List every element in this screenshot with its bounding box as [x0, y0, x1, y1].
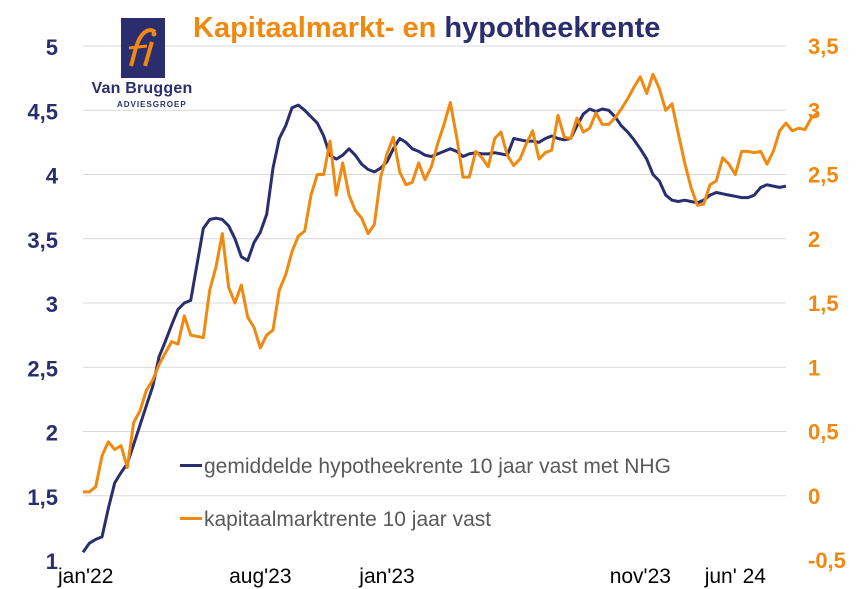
right-tick-label: -0,5 — [808, 548, 846, 573]
left-tick-label: 4 — [46, 164, 59, 189]
left-tick-label: 3 — [46, 292, 58, 317]
right-tick-label: 3,5 — [808, 34, 839, 59]
grid-lines — [83, 45, 786, 497]
series-lines — [81, 72, 819, 554]
van-bruggen-logo: Van Bruggen ADVIESGROEP — [83, 18, 201, 110]
left-tick-label: 5 — [46, 35, 58, 60]
legend-item-capital: kapitaalmarktrente 10 jaar vast — [180, 508, 491, 532]
legend-label-capital: kapitaalmarktrente 10 jaar vast — [204, 508, 492, 531]
logo-name: Van Bruggen — [91, 80, 193, 97]
x-tick-label: aug'23 — [229, 565, 291, 588]
x-tick-label: jan'22 — [57, 565, 113, 588]
right-tick-label: 2,5 — [808, 163, 839, 188]
x-tick-label: jun' 24 — [704, 565, 767, 588]
logo-emblem-icon — [121, 18, 165, 78]
left-tick-label: 1,5 — [27, 485, 58, 510]
left-tick-label: 2 — [46, 421, 58, 446]
legend-label-mortgage: gemiddelde hypotheekrente 10 jaar vast m… — [204, 455, 671, 478]
right-tick-label: 1 — [808, 355, 820, 380]
right-tick-label: 2 — [808, 227, 820, 252]
legend-item-mortgage: gemiddelde hypotheekrente 10 jaar vast m… — [180, 455, 671, 479]
x-tick-label: nov'23 — [610, 565, 671, 588]
right-tick-label: 0,5 — [808, 420, 839, 445]
right-tick-label: 0 — [808, 484, 820, 509]
chart-title: Kapitaalmarkt- en hypotheekrente — [193, 12, 660, 45]
legend-swatch-capital — [180, 516, 202, 520]
series-line-capital — [83, 72, 819, 494]
legend-swatch-mortgage — [180, 463, 202, 467]
title-part-mortgage: hypotheekrente — [444, 12, 661, 44]
title-part-capital: Kapitaalmarkt- en — [193, 12, 437, 44]
x-tick-label: jan'23 — [358, 565, 414, 588]
right-tick-label: 1,5 — [808, 291, 839, 316]
x-axis-ticks: jan'22 aug'23 jan'23 nov'23 jun' 24 — [57, 565, 766, 588]
left-axis-ticks: 1 1,5 2 2,5 3 3,5 4 4,5 5 — [27, 35, 58, 574]
right-axis-ticks: -0,500,511,522,533,5 — [808, 34, 846, 573]
logo-subtitle: ADVIESGROEP — [117, 100, 187, 109]
left-tick-label: 4,5 — [27, 99, 58, 124]
left-tick-label: 1 — [46, 549, 58, 574]
left-tick-label: 3,5 — [27, 228, 58, 253]
left-tick-label: 2,5 — [27, 356, 58, 381]
